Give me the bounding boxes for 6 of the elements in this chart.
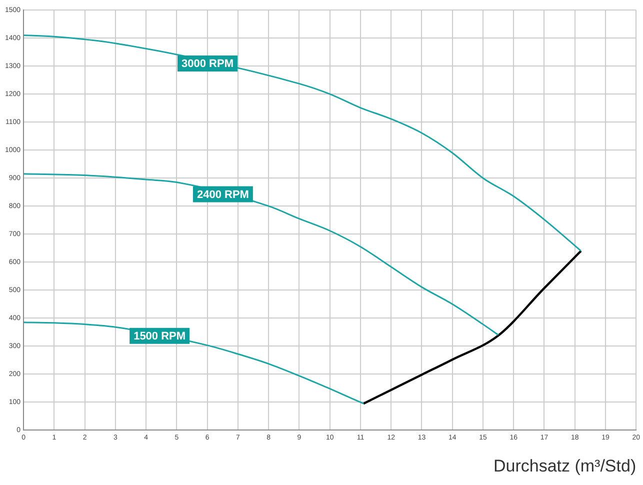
x-axis-title: Durchsatz (m³/Std) xyxy=(493,456,636,476)
series-label: 1500 RPM xyxy=(134,330,186,342)
line-series xyxy=(24,34,582,252)
series-label: 3000 RPM xyxy=(182,58,234,70)
series-label: 2400 RPM xyxy=(196,188,249,201)
line-series xyxy=(362,250,582,405)
